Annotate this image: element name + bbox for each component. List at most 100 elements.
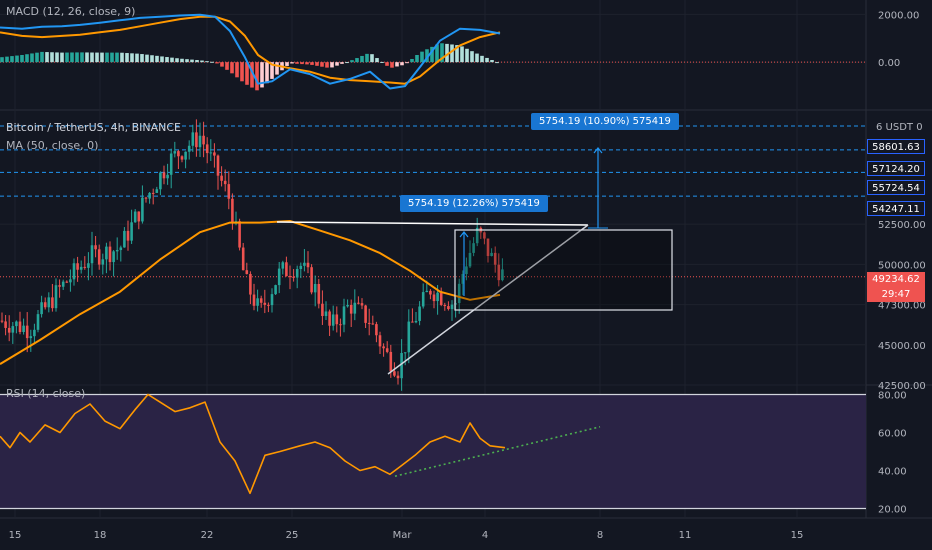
macd-histogram-bar bbox=[215, 62, 219, 64]
measure-arrowhead-large bbox=[593, 147, 603, 154]
candle-body bbox=[209, 152, 213, 154]
candle-body bbox=[475, 227, 479, 244]
candle-body bbox=[54, 285, 58, 309]
candle-body bbox=[72, 263, 76, 280]
candle-body bbox=[371, 323, 375, 325]
candle-body bbox=[277, 268, 281, 286]
candle-body bbox=[285, 262, 288, 277]
candle-body bbox=[15, 321, 18, 327]
price-y-tick-2: 47300.00 bbox=[878, 301, 926, 312]
candle-body bbox=[421, 292, 425, 307]
candle-body bbox=[61, 281, 65, 287]
candle-body bbox=[76, 263, 79, 270]
candle-body bbox=[274, 285, 277, 295]
candle-body bbox=[461, 274, 465, 284]
candle-body bbox=[299, 265, 303, 270]
candle-body bbox=[115, 250, 119, 252]
candle-body bbox=[87, 263, 90, 268]
candle-body bbox=[331, 314, 335, 326]
candle-body bbox=[205, 144, 209, 154]
candle-body bbox=[227, 184, 231, 199]
macd-histogram-bar bbox=[410, 58, 414, 63]
macd-histogram-bar bbox=[230, 62, 234, 74]
candle-body bbox=[33, 329, 36, 337]
macd-histogram-bar bbox=[180, 58, 184, 63]
ma-50-line bbox=[0, 220, 501, 365]
macd-histogram-bar bbox=[465, 48, 469, 63]
candle-body bbox=[335, 314, 339, 325]
macd-histogram-bar bbox=[205, 61, 209, 63]
candle-body bbox=[346, 305, 349, 307]
macd-histogram-bar bbox=[355, 58, 359, 63]
candle-body bbox=[436, 292, 439, 302]
macd-histogram-bar bbox=[260, 62, 264, 88]
candle-body bbox=[0, 320, 4, 322]
macd-histogram-bar bbox=[155, 55, 159, 63]
macd-histogram-bar bbox=[50, 52, 54, 63]
macd-histogram-bar bbox=[100, 52, 104, 63]
candle-body bbox=[108, 246, 112, 263]
candle-body bbox=[83, 266, 87, 268]
candle-body bbox=[198, 135, 202, 148]
macd-histogram-bar bbox=[340, 62, 344, 64]
candle-body bbox=[180, 156, 184, 160]
price-y-tick-3: 45000.00 bbox=[878, 341, 926, 352]
price-y-tick-1: 50000.00 bbox=[878, 260, 926, 271]
candle-body bbox=[429, 290, 432, 295]
macd-histogram-bar bbox=[295, 62, 299, 64]
candle-body bbox=[18, 321, 22, 332]
macd-histogram-bar bbox=[320, 62, 324, 67]
macd-histogram-bar bbox=[325, 62, 329, 68]
macd-histogram-bar bbox=[490, 60, 494, 63]
macd-histogram-bar bbox=[400, 62, 404, 66]
macd-histogram-bar bbox=[420, 51, 424, 63]
macd-histogram-bar bbox=[185, 59, 189, 63]
macd-histogram-bar bbox=[85, 52, 89, 63]
candle-body bbox=[465, 266, 468, 275]
candle-body bbox=[216, 155, 220, 176]
candle-body bbox=[425, 290, 429, 293]
candle-body bbox=[191, 132, 195, 146]
macd-histogram-bar bbox=[470, 51, 474, 63]
macd-histogram-bar bbox=[445, 43, 449, 63]
candle-body bbox=[313, 284, 317, 293]
candle-body bbox=[123, 230, 126, 248]
candle-body bbox=[439, 292, 443, 305]
macd-histogram-bar bbox=[385, 62, 389, 66]
macd-histogram-bar bbox=[200, 60, 204, 63]
macd-histogram-bar bbox=[395, 62, 399, 67]
macd-histogram-bar bbox=[35, 52, 39, 63]
macd-histogram-bar bbox=[25, 54, 29, 63]
candle-body bbox=[306, 262, 310, 268]
x-tick-label-8: 15 bbox=[791, 530, 804, 541]
candle-body bbox=[126, 230, 130, 241]
candle-body bbox=[58, 285, 61, 287]
x-tick-label-4: Mar bbox=[393, 530, 413, 541]
candle-body bbox=[184, 151, 187, 160]
candle-body bbox=[25, 325, 29, 339]
rsi-title: RSI (14, close) bbox=[6, 387, 86, 400]
macd-histogram-bar bbox=[20, 55, 24, 63]
macd-signal-line bbox=[0, 15, 501, 85]
x-tick-label-7: 11 bbox=[679, 530, 692, 541]
candle-body bbox=[90, 245, 94, 264]
macd-histogram-bar bbox=[145, 54, 149, 63]
macd-histogram-bar bbox=[425, 49, 429, 63]
candle-body bbox=[414, 320, 418, 323]
current-price-tag: 49234.62 29:47 bbox=[867, 272, 925, 302]
candle-body bbox=[411, 321, 414, 323]
measure-label-small: 5754.19 (12.26%) 575419 bbox=[400, 195, 548, 212]
rsi-band bbox=[0, 394, 866, 509]
macd-histogram-bar bbox=[225, 62, 229, 70]
candle-body bbox=[47, 297, 51, 308]
candle-body bbox=[11, 326, 15, 333]
candle-body bbox=[288, 276, 292, 278]
macd-y-tick-0: 2000.00 bbox=[878, 10, 919, 21]
macd-histogram-bar bbox=[250, 62, 254, 88]
ma-indicator-label: MA (50, close, 0) bbox=[6, 139, 99, 152]
macd-histogram-bar bbox=[125, 53, 129, 63]
candle-body bbox=[223, 180, 227, 185]
candle-body bbox=[40, 302, 43, 315]
macd-histogram-bar bbox=[495, 62, 499, 64]
